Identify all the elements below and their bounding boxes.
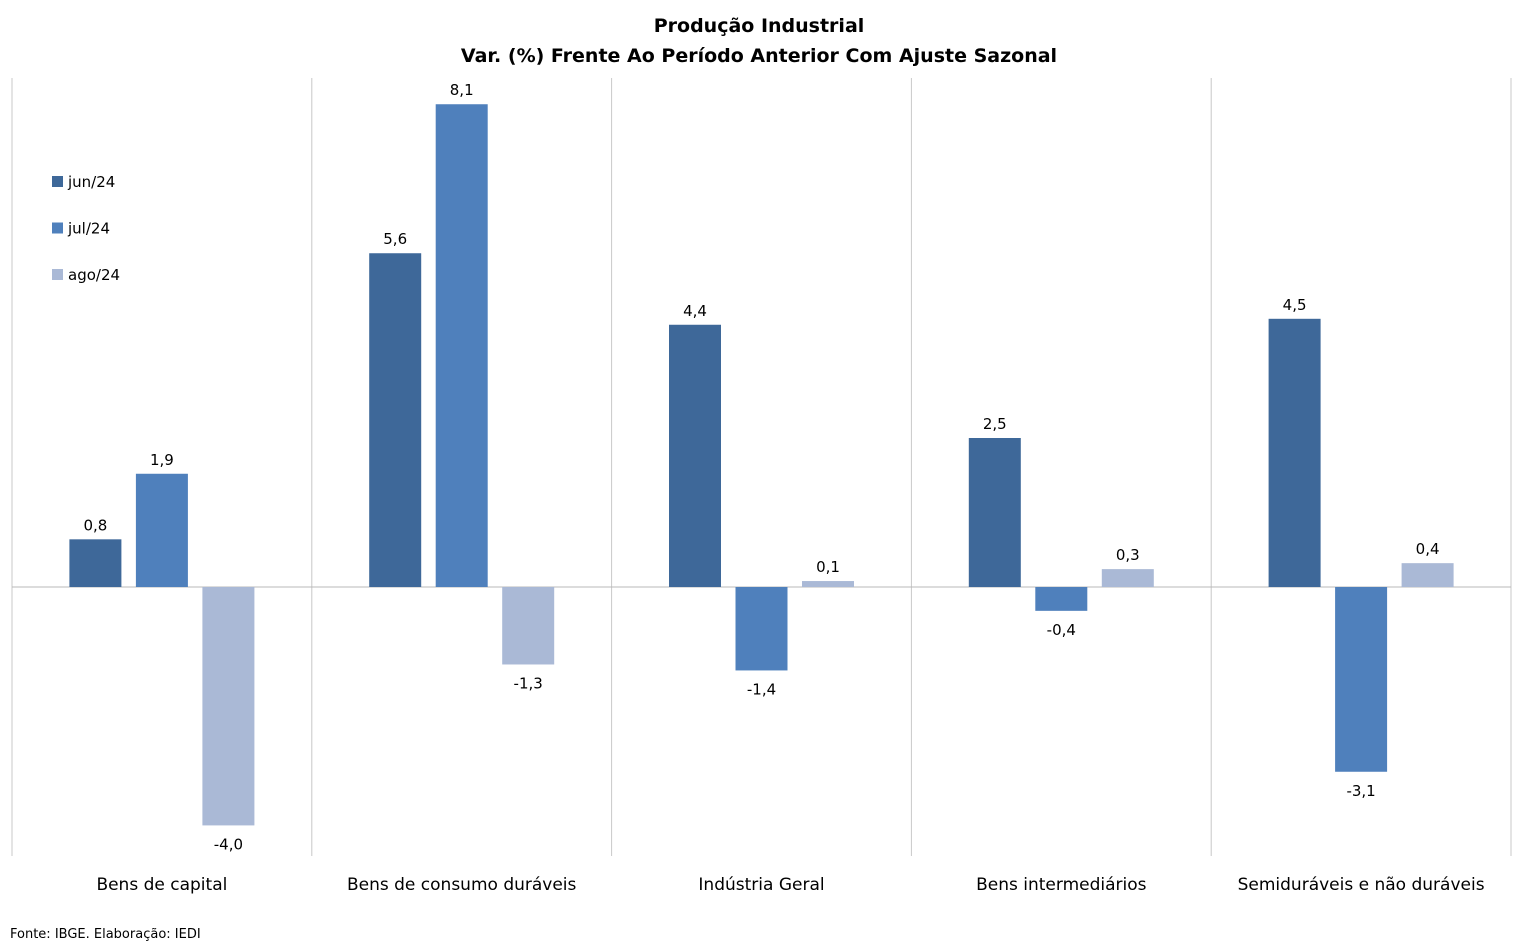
value-labels: 0,8 1,9 -4,0 5,6 8,1 -1,3 4,4 -1,4 0,1 2,5 -0,4 0,3… [83,81,1439,853]
category-labels: Bens de capital Bens de consumo duráveis I… [96,875,1484,895]
legend-label: ago/24 [68,266,120,284]
bar [1335,587,1388,772]
data-label: 0,1 [816,558,840,576]
bar [502,587,555,665]
legend: jun/24 jul/24 ago/24 [52,173,120,284]
category-label: Bens intermediários [976,875,1147,895]
bar [1101,569,1154,587]
legend-swatch [52,176,63,187]
bar [435,104,488,588]
bar [735,587,788,671]
data-label: 1,9 [150,451,174,469]
chart-title: Produção Industrial [654,15,865,37]
data-label: 0,3 [1116,546,1140,564]
category-separators [11,78,1512,856]
data-label: 4,5 [1283,296,1307,314]
bar [369,253,422,588]
bar [69,539,122,587]
bar [135,473,188,587]
category-label: Semiduráveis e não duráveis [1238,875,1485,895]
category-label: Indústria Geral [698,875,824,895]
data-label: 2,5 [983,415,1007,433]
bars [69,104,1454,826]
bar [968,438,1021,587]
legend-label: jul/24 [67,220,110,238]
legend-swatch [52,222,63,234]
bar [1268,318,1321,587]
bar [669,324,721,587]
category-label: Bens de consumo duráveis [347,875,577,895]
data-label: 0,8 [83,516,107,534]
category-label: Bens de capital [96,875,227,895]
bar [802,581,854,587]
data-label: 5,6 [383,230,407,248]
data-label: -4,0 [214,835,243,853]
data-label: -1,3 [514,674,543,692]
data-label: 4,4 [683,302,707,320]
data-label: -1,4 [747,680,776,698]
chart-subtitle: Var. (%) Frente Ao Período Anterior Com … [461,45,1057,67]
source-note: Fonte: IBGE. Elaboração: IEDI [10,927,201,942]
data-label: 0,4 [1416,540,1440,558]
data-label: -3,1 [1346,782,1375,800]
data-label: -0,4 [1047,621,1076,639]
bar [1035,587,1088,611]
legend-swatch [52,269,63,280]
legend-label: jun/24 [67,173,115,191]
data-label: 8,1 [450,81,474,99]
bar [202,587,255,826]
bar [1401,563,1454,587]
